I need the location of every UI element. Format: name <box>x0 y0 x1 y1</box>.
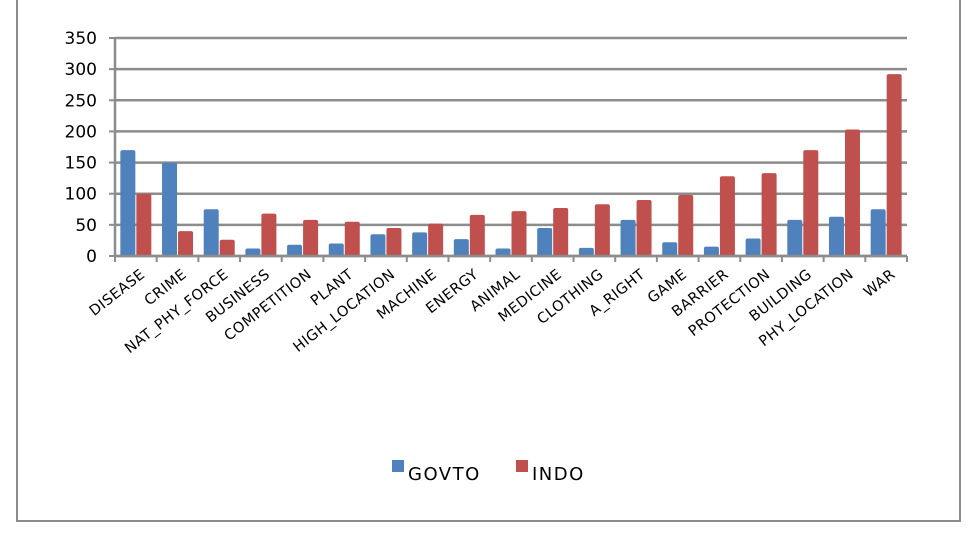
x-tick-label: DISEASE <box>87 267 149 320</box>
bar-indo-high-location <box>386 227 402 256</box>
bar-indo-building <box>803 150 819 256</box>
bar-indo-medicine <box>553 208 569 256</box>
y-tick-label: 350 <box>65 29 97 49</box>
y-tick-label: 200 <box>65 122 97 142</box>
bar-indo-nat-phy-force <box>219 239 235 256</box>
bar-indo-a-right <box>636 199 652 256</box>
legend-swatch-indo <box>516 460 528 472</box>
bar-indo-machine <box>428 223 444 256</box>
bar-indo-barrier <box>719 176 735 256</box>
bar-indo-energy <box>469 214 485 256</box>
bar-indo-war <box>886 74 902 256</box>
bar-indo-animal <box>511 211 527 256</box>
bar-govto-protection <box>745 238 761 256</box>
bar-govto-war <box>870 209 886 256</box>
bar-govto-animal <box>495 248 511 256</box>
y-axis: 0 50 100 150 200 250 300 350 <box>65 29 117 267</box>
bar-govto-high-location <box>370 234 386 256</box>
bar-govto-game <box>662 242 678 256</box>
bar-indo-phy-location <box>844 129 860 256</box>
bar-govto-competition <box>287 244 303 256</box>
x-tick-label: WAR <box>861 267 898 301</box>
bar-govto-machine <box>412 232 428 256</box>
y-tick-label: 250 <box>65 91 97 111</box>
legend-swatch-govto <box>392 460 404 472</box>
bar-govto-nat-phy-force <box>203 209 219 256</box>
chart-frame <box>16 0 961 522</box>
y-tick-label: 150 <box>65 154 97 174</box>
y-tick-label: 0 <box>86 247 97 267</box>
bar-govto-business <box>245 248 261 256</box>
bar-indo-protection <box>761 173 777 256</box>
bars <box>120 74 902 256</box>
bar-indo-competition <box>303 219 319 256</box>
bar-govto-building <box>787 219 803 256</box>
bar-govto-medicine <box>537 227 553 256</box>
legend-label-govto: GOVTO <box>408 464 481 485</box>
bar-govto-disease <box>120 150 136 256</box>
bar-indo-clothing <box>594 204 610 256</box>
y-tick-label: 50 <box>75 216 97 236</box>
bar-govto-clothing <box>578 247 594 256</box>
bar-govto-barrier <box>703 246 719 256</box>
bar-indo-game <box>678 194 694 256</box>
bar-indo-plant <box>344 221 360 256</box>
legend: GOVTO INDO <box>392 460 585 485</box>
bar-govto-energy <box>453 239 469 256</box>
bar-indo-business <box>261 213 277 256</box>
x-axis: DISEASECRIMENAT_PHY_FORCEBUSINESSCOMPETI… <box>87 254 908 357</box>
bar-govto-phy-location <box>828 216 844 256</box>
bar-govto-crime <box>162 162 178 256</box>
bar-indo-crime <box>178 231 194 256</box>
bar-govto-plant <box>328 243 344 256</box>
y-tick-label: 100 <box>65 185 97 205</box>
bar-indo-disease <box>136 193 152 256</box>
bar-govto-a-right <box>620 219 636 256</box>
y-tick-label: 300 <box>65 60 97 80</box>
legend-label-indo: INDO <box>532 464 585 485</box>
